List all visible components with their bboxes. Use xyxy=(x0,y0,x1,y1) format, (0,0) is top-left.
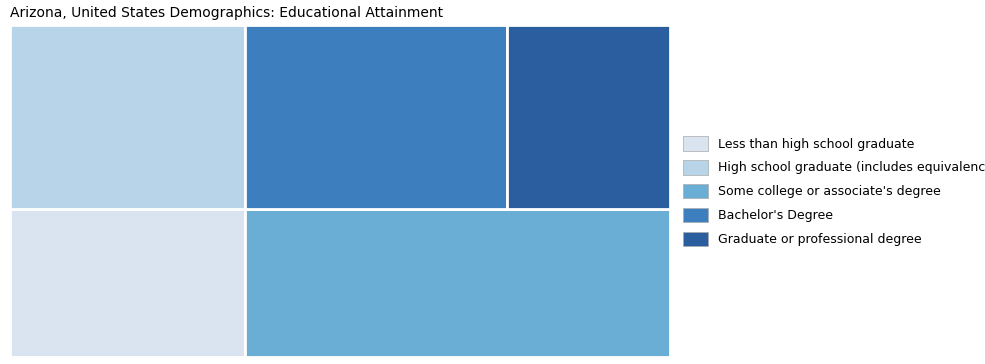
Bar xyxy=(506,25,670,209)
Legend: Less than high school graduate, High school graduate (includes equivalency), Som: Less than high school graduate, High sch… xyxy=(683,136,985,246)
Bar xyxy=(245,25,506,209)
Text: Arizona, United States Demographics: Educational Attainment: Arizona, United States Demographics: Edu… xyxy=(10,6,443,20)
Bar xyxy=(10,209,245,357)
Bar xyxy=(245,209,670,357)
Bar xyxy=(10,25,245,209)
